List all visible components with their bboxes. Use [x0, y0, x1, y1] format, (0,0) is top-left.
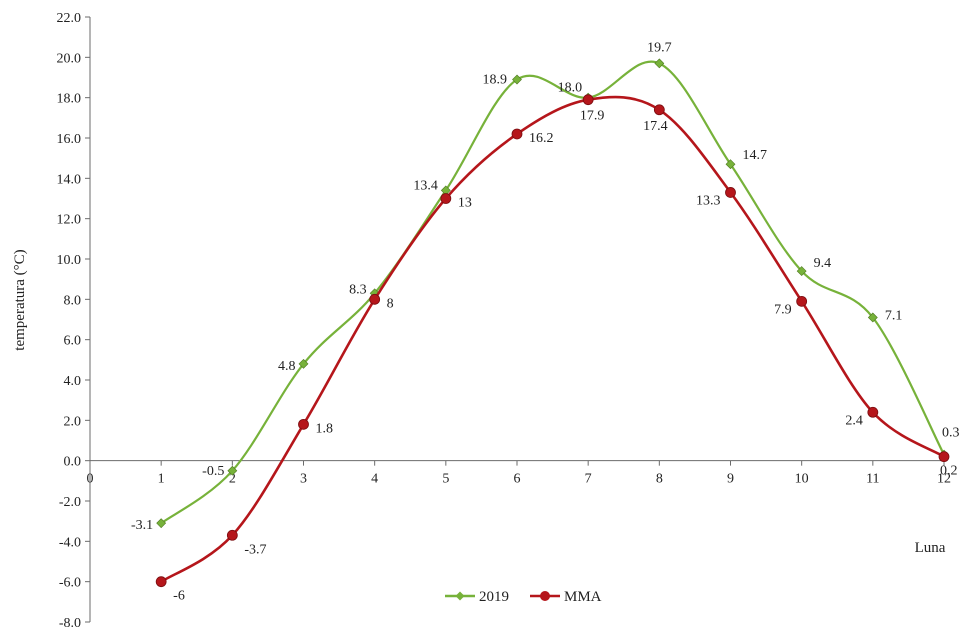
y-tick-label: 6.0: [64, 334, 82, 349]
legend-marker-circle: [540, 591, 550, 601]
x-tick-label: 3: [300, 472, 307, 487]
data-label-mma: 16.2: [529, 131, 554, 146]
y-tick-label: 20.0: [57, 51, 82, 66]
data-point-2019: [512, 74, 522, 85]
y-tick-label: 8.0: [64, 293, 82, 308]
x-tick-label: 5: [442, 472, 449, 487]
data-point-mma: [938, 451, 950, 463]
data-label-2019: 7.1: [885, 308, 903, 323]
x-tick-label: 11: [866, 472, 879, 487]
data-label-mma: 17.4: [643, 119, 668, 134]
data-label-mma: 13.3: [696, 193, 721, 208]
x-tick-label: 0: [87, 472, 94, 487]
chart-legend: 2019 MMA: [445, 589, 602, 605]
data-point-mma: [725, 187, 736, 198]
y-axis-title: temperatura (°C): [12, 249, 28, 350]
data-label-2019: -3.1: [131, 518, 153, 533]
y-tick-label: 4.0: [64, 374, 82, 389]
data-point-mma: [867, 406, 879, 418]
series-mma: [155, 94, 950, 588]
data-label-2019: -0.5: [202, 464, 224, 479]
data-point-mma: [511, 128, 523, 140]
legend-item-mma: MMA: [530, 589, 602, 605]
data-point-2019: [227, 465, 238, 476]
data-label-2019: 19.7: [647, 40, 672, 55]
data-label-mma: 8: [387, 296, 394, 311]
data-label-2019: 18.9: [483, 73, 508, 88]
data-label-mma: -3.7: [244, 542, 266, 557]
data-label-mma: 7.9: [774, 302, 792, 317]
x-axis-title: Luna: [915, 540, 946, 556]
data-labels-layer: -3.1 -0.5 4.8 8.3 13.4 18.9 18.0 19.7 14.7 9.4 7.1…: [131, 40, 960, 603]
data-label-mma: 1.8: [316, 421, 334, 436]
series-2019: [156, 58, 949, 529]
legend-item-2019: 2019: [445, 589, 509, 605]
data-point-mma: [369, 293, 381, 305]
data-label-mma: 17.9: [580, 109, 605, 124]
x-tick-label: 2: [229, 472, 236, 487]
series-line-mma: [160, 95, 945, 583]
y-tick-label: 0.0: [64, 455, 82, 470]
x-tick-label: 4: [371, 472, 378, 487]
data-point-2019: [156, 518, 167, 529]
x-tick-label: 1: [158, 472, 165, 487]
data-label-mma: 13: [458, 196, 472, 211]
data-label-2019: 14.7: [743, 148, 768, 163]
data-point-mma: [440, 193, 452, 204]
x-tick-label: 7: [585, 472, 592, 487]
data-label-2019: 18.0: [558, 81, 583, 96]
data-label-2019: 4.8: [278, 359, 296, 374]
y-tick-label: -2.0: [59, 495, 81, 510]
data-label-mma: 0.2: [940, 464, 958, 479]
y-tick-label: 2.0: [64, 414, 82, 429]
y-tick-label: 18.0: [57, 92, 82, 107]
y-tick-label: 16.0: [57, 132, 82, 147]
data-label-2019: 0.3: [942, 426, 960, 441]
data-point-2019: [298, 358, 309, 369]
x-tick-label: 10: [795, 472, 809, 487]
y-tick-label: 14.0: [57, 172, 82, 187]
data-label-2019: 13.4: [413, 178, 438, 193]
series-layer: [155, 58, 950, 588]
data-point-mma: [226, 529, 238, 541]
y-tick-label: 12.0: [57, 213, 82, 228]
chart-axes: -8.0 -6.0 -4.0 -2.0 0.0 2.0 4.0 6.0 8.0 10.0 12.0 1…: [57, 11, 952, 631]
x-tick-label: 6: [514, 472, 521, 487]
y-tick-label: -6.0: [59, 576, 81, 591]
data-point-2019: [796, 266, 807, 277]
data-point-2019: [654, 58, 665, 69]
y-tick-label: 22.0: [57, 11, 82, 26]
legend-label: MMA: [564, 589, 602, 605]
data-label-2019: 8.3: [349, 282, 367, 297]
data-point-2019: [725, 159, 736, 170]
x-tick-label: 9: [727, 472, 734, 487]
y-tick-label: -4.0: [59, 535, 81, 550]
legend-label: 2019: [479, 589, 509, 605]
x-tick-label: 12: [937, 472, 951, 487]
data-point-mma: [298, 418, 309, 430]
data-label-mma: -6: [173, 589, 185, 604]
legend-marker-diamond: [455, 591, 465, 601]
y-tick-label: -8.0: [59, 616, 81, 631]
x-tick-label: 8: [656, 472, 663, 487]
series-line-2019: [160, 60, 945, 525]
data-point-mma: [796, 295, 808, 307]
data-point-mma: [653, 104, 665, 116]
y-tick-label: 10.0: [57, 253, 82, 268]
data-point-mma: [582, 94, 594, 106]
data-label-2019: 9.4: [814, 256, 832, 271]
data-label-mma: 2.4: [845, 413, 863, 428]
data-point-mma: [155, 576, 167, 588]
data-point-2019: [867, 312, 878, 323]
